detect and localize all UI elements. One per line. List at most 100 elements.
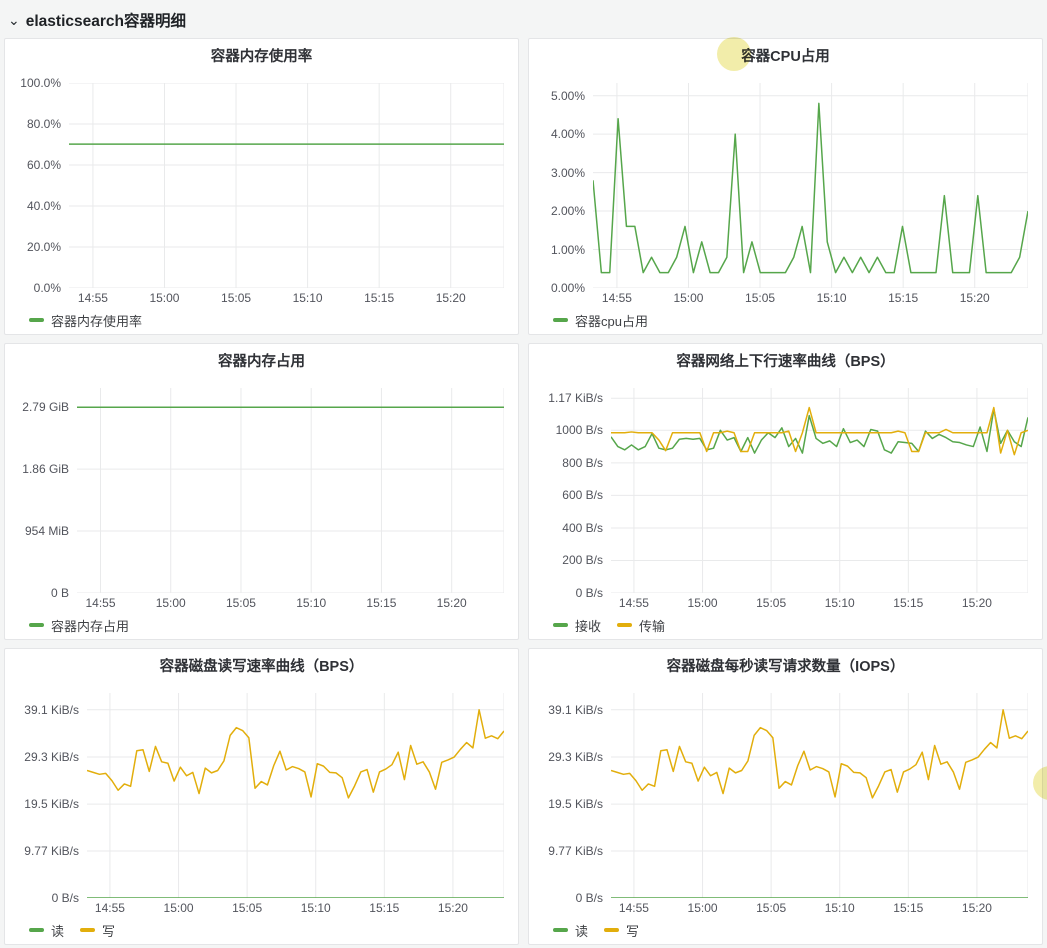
x-tick-label: 15:05 <box>756 901 787 915</box>
x-tick-label: 14:55 <box>618 596 649 610</box>
line-chart[interactable] <box>77 388 504 593</box>
legend-item[interactable]: 容器内存占用 <box>29 616 129 635</box>
plot-wrap: 14:55 15:00 15:05 15:10 15:15 15:20 <box>611 388 1028 613</box>
legend-item[interactable]: 容器内存使用率 <box>29 311 142 330</box>
x-axis: 14:55 15:00 15:05 15:10 15:15 15:20 <box>611 593 1028 613</box>
x-tick-label: 15:05 <box>221 291 252 305</box>
legend-item[interactable]: 容器cpu占用 <box>553 311 648 330</box>
y-tick-label: 0 B/s <box>575 891 603 905</box>
y-tick-label: 19.5 KiB/s <box>24 797 79 812</box>
y-tick-label: 400 B/s <box>562 520 603 535</box>
y-axis: 1.17 KiB/s 1000 B/s 800 B/s 600 B/s 400 B/s 2… <box>539 388 611 600</box>
legend-item[interactable]: 读 <box>553 921 588 940</box>
panel-title[interactable]: 容器磁盘每秒读写请求数量（IOPS） <box>666 659 905 675</box>
line-chart[interactable] <box>593 83 1028 288</box>
dashboard-row-header[interactable]: ⌄ elasticsearch容器明细 <box>0 0 1047 30</box>
chart-area: 2.79 GiB 1.86 GiB 954 MiB 0 B 14:55 15:00 15:… <box>15 388 508 613</box>
y-tick-label: 954 MiB <box>24 523 69 538</box>
legend-label: 写 <box>626 923 640 939</box>
x-tick-label: 15:05 <box>232 901 263 915</box>
panel-title[interactable]: 容器内存占用 <box>218 354 305 370</box>
x-axis: 14:55 15:00 15:05 15:10 15:15 15:20 <box>611 898 1028 918</box>
x-tick-label: 15:20 <box>961 901 992 915</box>
x-tick-label: 15:00 <box>155 596 186 610</box>
legend: 容器cpu占用 <box>539 308 1032 332</box>
chevron-down-icon[interactable]: ⌄ <box>8 11 20 28</box>
legend-item[interactable]: 写 <box>80 921 115 940</box>
x-tick-label: 14:55 <box>77 291 108 305</box>
y-tick-label: 2.79 GiB <box>22 400 69 415</box>
y-axis: 5.00% 4.00% 3.00% 2.00% 1.00% 0.00% <box>539 83 593 295</box>
panel-memory-usage-bytes: 容器内存占用 2.79 GiB 1.86 GiB 954 MiB 0 B 14:55 1… <box>4 343 519 640</box>
x-tick-label: 14:55 <box>94 901 125 915</box>
x-tick-label: 15:00 <box>163 901 194 915</box>
y-tick-label: 200 B/s <box>562 553 603 568</box>
line-chart[interactable] <box>611 693 1028 898</box>
legend-label: 容器cpu占用 <box>575 313 648 329</box>
y-tick-label: 800 B/s <box>562 455 603 470</box>
y-tick-label: 9.77 KiB/s <box>24 843 79 858</box>
line-chart[interactable] <box>69 83 504 288</box>
series-line[interactable] <box>611 409 1028 453</box>
x-tick-label: 15:05 <box>745 291 776 305</box>
series-line[interactable] <box>611 408 1028 455</box>
panel-title[interactable]: 容器CPU占用 <box>741 49 830 65</box>
legend-swatch-icon <box>617 623 633 627</box>
x-tick-label: 14:55 <box>601 291 632 305</box>
legend: 读 写 <box>539 918 1032 942</box>
y-tick-label: 600 B/s <box>562 488 603 503</box>
x-tick-label: 15:20 <box>961 596 992 610</box>
panel-title[interactable]: 容器磁盘读写速率曲线（BPS） <box>159 659 364 675</box>
line-chart[interactable] <box>611 388 1028 593</box>
legend-item[interactable]: 写 <box>604 921 639 940</box>
panel-title[interactable]: 容器网络上下行速率曲线（BPS） <box>676 354 895 370</box>
chart-area: 5.00% 4.00% 3.00% 2.00% 1.00% 0.00% 14:55 15:0… <box>539 83 1032 308</box>
x-axis: 14:55 15:00 15:05 15:10 15:15 15:20 <box>593 288 1028 308</box>
panel-disk-iops: 容器磁盘每秒读写请求数量（IOPS） 39.1 KiB/s 29.3 KiB/s 1… <box>528 648 1043 945</box>
x-tick-label: 15:00 <box>673 291 704 305</box>
y-axis: 100.0% 80.0% 60.0% 40.0% 20.0% 0.0% <box>15 76 69 295</box>
panel-network-bps: 容器网络上下行速率曲线（BPS） 1.17 KiB/s 1000 B/s 800 B… <box>528 343 1043 640</box>
series-line[interactable] <box>593 103 1028 272</box>
x-tick-label: 15:05 <box>756 596 787 610</box>
series-line[interactable] <box>611 710 1028 798</box>
plot-wrap: 14:55 15:00 15:05 15:10 15:15 15:20 <box>611 693 1028 918</box>
y-tick-label: 9.77 KiB/s <box>548 843 603 858</box>
legend-item[interactable]: 读 <box>29 921 64 940</box>
legend-label: 读 <box>575 923 589 939</box>
line-chart[interactable] <box>87 693 504 898</box>
legend-label: 读 <box>51 923 65 939</box>
legend-swatch-icon <box>553 318 568 322</box>
series-line[interactable] <box>87 710 504 798</box>
x-tick-label: 15:10 <box>824 596 855 610</box>
panel-memory-usage-percent: 容器内存使用率 100.0% 80.0% 60.0% 40.0% 20.0% 0.0% 1… <box>4 38 519 335</box>
legend-label: 容器内存占用 <box>51 618 130 634</box>
y-tick-label: 39.1 KiB/s <box>548 702 603 717</box>
y-tick-label: 1.86 GiB <box>22 462 69 477</box>
y-axis: 39.1 KiB/s 29.3 KiB/s 19.5 KiB/s 9.77 KiB/s… <box>15 693 87 905</box>
legend-swatch-icon <box>29 623 44 627</box>
y-tick-label: 60.0% <box>26 158 61 172</box>
x-tick-label: 15:20 <box>959 291 990 305</box>
y-tick-label: 5.00% <box>550 88 585 103</box>
chart-area: 1.17 KiB/s 1000 B/s 800 B/s 600 B/s 400 B/s 2… <box>539 388 1032 613</box>
x-axis: 14:55 15:00 15:05 15:10 15:15 15:20 <box>77 593 504 613</box>
panel-title[interactable]: 容器内存使用率 <box>210 49 313 65</box>
legend: 容器内存占用 <box>15 613 508 637</box>
y-tick-label: 0.00% <box>550 281 585 295</box>
legend-swatch-icon <box>553 928 568 932</box>
legend-item[interactable]: 接收 <box>553 616 601 635</box>
x-tick-label: 15:15 <box>893 596 924 610</box>
plot-wrap: 14:55 15:00 15:05 15:10 15:15 15:20 <box>593 83 1028 308</box>
legend: 容器内存使用率 <box>15 308 508 332</box>
y-tick-label: 1.17 KiB/s <box>548 391 603 406</box>
y-tick-label: 19.5 KiB/s <box>548 797 603 812</box>
plot-wrap: 14:55 15:00 15:05 15:10 15:15 15:20 <box>77 388 504 613</box>
x-tick-label: 15:15 <box>364 291 395 305</box>
x-tick-label: 15:10 <box>816 291 847 305</box>
panel-grid: 容器内存使用率 100.0% 80.0% 60.0% 40.0% 20.0% 0.0% 1… <box>4 38 1043 945</box>
x-tick-label: 15:15 <box>888 291 919 305</box>
legend-label: 容器内存使用率 <box>51 313 143 329</box>
panel-cpu-usage: 容器CPU占用 5.00% 4.00% 3.00% 2.00% 1.00% 0.00% 1… <box>528 38 1043 335</box>
legend-item[interactable]: 传输 <box>617 616 665 635</box>
